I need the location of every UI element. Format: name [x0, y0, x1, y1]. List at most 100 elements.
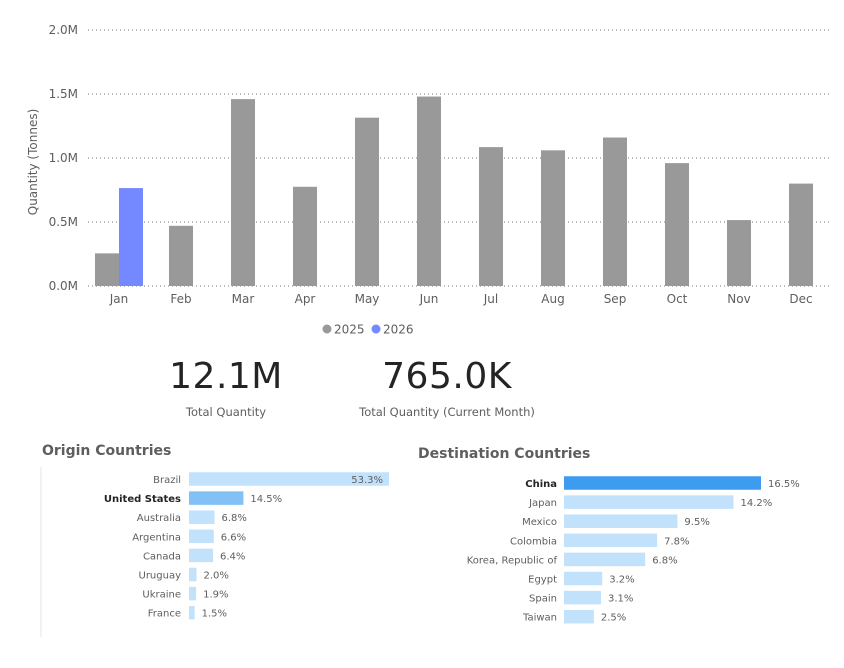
- bar-uruguay: [189, 567, 197, 582]
- category-label: Canada: [143, 551, 181, 562]
- x-tick-label: Dec: [789, 292, 812, 306]
- legend-marker: [371, 324, 381, 334]
- value-label: 14.5%: [250, 494, 282, 505]
- value-label: 6.8%: [222, 513, 247, 524]
- bar-united-states: [189, 491, 244, 505]
- destination-title: Destination Countries: [418, 446, 591, 462]
- origin-panel-edge: [40, 467, 42, 637]
- kpi-total-value: 12.1M: [169, 356, 283, 397]
- kpi-current-value: 765.0K: [382, 356, 512, 397]
- bar-argentina: [189, 529, 214, 544]
- category-label: Egypt: [528, 575, 557, 586]
- x-tick-label: Jul: [483, 292, 498, 306]
- category-label: Uruguay: [139, 571, 182, 582]
- x-tick-label: Apr: [295, 292, 316, 306]
- bar-france: [189, 605, 195, 620]
- y-tick-label: 1.0M: [49, 151, 78, 165]
- category-label: China: [525, 479, 557, 490]
- value-label: 6.6%: [221, 532, 246, 543]
- bar-japan: [564, 495, 734, 509]
- x-tick-label: Sep: [604, 292, 627, 306]
- x-tick-label: Jan: [109, 292, 129, 306]
- legend-label: 2025: [334, 323, 365, 337]
- gridlines: [88, 29, 832, 287]
- kpi-total-label: Total Quantity: [185, 405, 267, 419]
- legend: 2025 2026: [322, 323, 414, 337]
- x-tick-label: Jun: [419, 292, 439, 306]
- y-axis-ticks: 0.0M 0.5M 1.0M 1.5M 2.0M: [49, 23, 78, 293]
- value-label: 2.0%: [204, 571, 229, 582]
- bar-mexico: [564, 514, 678, 528]
- category-label: Japan: [528, 498, 557, 509]
- origin-title: Origin Countries: [42, 443, 172, 459]
- category-label: Spain: [529, 594, 557, 605]
- x-tick-label: Mar: [232, 292, 255, 306]
- bar-oct-2025: [665, 163, 689, 286]
- bar-egypt: [564, 571, 603, 586]
- x-tick-label: Nov: [727, 292, 750, 306]
- value-label: 53.3%: [351, 475, 383, 486]
- bar-canada: [189, 548, 214, 563]
- kpi-current-month: 765.0K Total Quantity (Current Month): [347, 356, 547, 420]
- bar-nov-2025: [727, 220, 751, 286]
- bar-aug-2025: [541, 150, 565, 286]
- value-label: 1.9%: [203, 590, 228, 601]
- x-tick-label: May: [355, 292, 380, 306]
- bar-sep-2025: [603, 137, 627, 286]
- category-label: France: [148, 609, 181, 620]
- y-tick-label: 1.5M: [49, 87, 78, 101]
- bar-feb-2025: [169, 225, 193, 286]
- category-label: Mexico: [522, 517, 557, 528]
- origin-countries-chart: Brazil 53.3% United States 14.5% Australia 6.…: [104, 472, 389, 620]
- bar-brazil: [189, 472, 389, 486]
- value-label: 3.2%: [609, 575, 634, 586]
- bar-may-2025: [355, 117, 379, 287]
- x-tick-label: Oct: [667, 292, 688, 306]
- x-tick-label: Aug: [541, 292, 564, 306]
- value-label: 1.5%: [202, 609, 227, 620]
- y-axis-label: Quantity (Tonnes): [26, 109, 40, 216]
- category-label: Taiwan: [522, 613, 557, 624]
- value-label: 3.1%: [608, 594, 633, 605]
- value-label: 2.5%: [601, 613, 626, 624]
- category-label: Ukraine: [142, 590, 181, 601]
- legend-label: 2026: [383, 323, 414, 337]
- bar-jun-2025: [417, 96, 441, 286]
- monthly-quantity-chart: 0.0M 0.5M 1.0M 1.5M 2.0M Quantity (Tonnes) J…: [26, 23, 832, 337]
- bars: [95, 96, 813, 287]
- bar-dec-2025: [789, 183, 813, 286]
- y-tick-label: 2.0M: [49, 23, 78, 37]
- x-axis-ticks: Jan Feb Mar Apr May Jun Jul Aug Sep Oct Nov Dec: [109, 292, 813, 306]
- destination-countries-chart: China 16.5% Japan 14.2% Mexico 9.5% Colombia 7.…: [467, 476, 800, 624]
- value-label: 7.8%: [664, 536, 689, 547]
- category-label: Korea, Republic of: [467, 555, 558, 566]
- bar-spain: [564, 590, 602, 605]
- bar-mar-2025: [231, 99, 255, 287]
- bar-jul-2025: [479, 147, 503, 286]
- value-label: 9.5%: [684, 517, 709, 528]
- bar-jan-2025: [95, 253, 119, 286]
- category-label: Australia: [137, 513, 181, 524]
- category-label: Colombia: [510, 536, 557, 547]
- value-label: 6.4%: [220, 551, 245, 562]
- kpi-current-label: Total Quantity (Current Month): [359, 405, 535, 419]
- category-label: Argentina: [132, 532, 181, 543]
- category-label: Brazil: [153, 475, 181, 486]
- category-label: United States: [104, 494, 181, 505]
- bar-jan-2026: [119, 188, 143, 286]
- bar-korea-republic-of: [564, 552, 646, 567]
- bar-apr-2025: [293, 186, 317, 286]
- y-tick-label: 0.5M: [49, 215, 78, 229]
- bar-australia: [189, 510, 215, 524]
- bar-ukraine: [189, 586, 197, 601]
- y-tick-label: 0.0M: [49, 279, 78, 293]
- value-label: 14.2%: [741, 498, 773, 509]
- bar-china: [564, 476, 761, 490]
- legend-marker: [322, 324, 332, 334]
- bar-colombia: [564, 533, 658, 548]
- value-label: 6.8%: [652, 555, 677, 566]
- kpi-total-quantity: 12.1M Total Quantity: [146, 356, 306, 420]
- bar-taiwan: [564, 609, 594, 624]
- value-label: 16.5%: [768, 479, 800, 490]
- x-tick-label: Feb: [170, 292, 191, 306]
